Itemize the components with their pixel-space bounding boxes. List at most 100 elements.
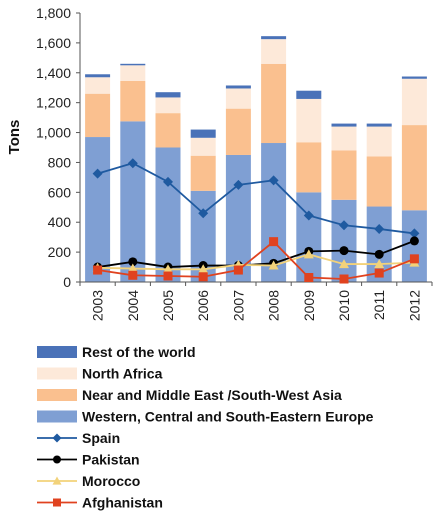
legend-label-western-central-and-south-eastern-europe: Western, Central and South-Eastern Europ… bbox=[82, 409, 374, 425]
bar-north-africa-2003 bbox=[85, 77, 111, 94]
point-spain-2006 bbox=[198, 208, 209, 219]
legend-item-north-africa: North Africa bbox=[37, 366, 163, 382]
axes-layer: 0 200 400 600 800 1,000 1,200 1,400 1,600 1,800 20… bbox=[36, 5, 433, 321]
line-spain bbox=[97, 162, 415, 235]
x-tick-label-2007: 2007 bbox=[230, 290, 246, 321]
bar-rest-of-the-world-2011 bbox=[366, 123, 392, 127]
point-spain-2011 bbox=[374, 223, 385, 234]
point-afghanistan-2005 bbox=[163, 271, 173, 281]
lines-layer bbox=[92, 158, 420, 284]
point-morocco-2006 bbox=[198, 264, 209, 274]
legend-swatch-near-and-middle-east-south-west-asia bbox=[37, 389, 77, 401]
point-spain-2010 bbox=[339, 220, 349, 231]
point-morocco-2010 bbox=[339, 259, 349, 269]
x-tick-label-2004: 2004 bbox=[125, 290, 141, 321]
legend-label-afghanistan: Afghanistan bbox=[82, 495, 163, 511]
bar-north-africa-2004 bbox=[120, 65, 146, 81]
x-tick-label-2006: 2006 bbox=[195, 290, 211, 321]
point-morocco-2005 bbox=[163, 264, 173, 274]
point-pakistan-2011 bbox=[374, 249, 384, 259]
bar-near-and-middle-east-south-west-asia-2011 bbox=[366, 156, 392, 207]
legend-item-western-central-and-south-eastern-europe: Western, Central and South-Eastern Europ… bbox=[37, 409, 374, 425]
bar-rest-of-the-world-2005 bbox=[155, 92, 181, 98]
bar-north-africa-2006 bbox=[190, 137, 216, 156]
legend-item-spain: Spain bbox=[37, 430, 120, 446]
point-afghanistan-2008 bbox=[269, 237, 279, 247]
y-tick-label: 1,800 bbox=[36, 5, 71, 21]
bar-western-central-and-south-eastern-europe-2005 bbox=[155, 147, 181, 282]
bar-western-central-and-south-eastern-europe-2010 bbox=[331, 199, 357, 282]
point-spain-2009 bbox=[303, 210, 314, 221]
legend-item-near-and-middle-east-south-west-asia: Near and Middle East /South-West Asia bbox=[37, 387, 342, 403]
legend-swatch-western-central-and-south-eastern-europe bbox=[37, 410, 77, 423]
point-morocco-2008 bbox=[268, 260, 279, 270]
bar-near-and-middle-east-south-west-asia-2004 bbox=[120, 80, 146, 122]
y-tick-label: 0 bbox=[63, 274, 71, 290]
legend-label-morocco: Morocco bbox=[82, 473, 140, 489]
point-afghanistan-2011 bbox=[374, 268, 384, 278]
legend-item-rest-of-the-world: Rest of the world bbox=[37, 344, 196, 360]
point-pakistan-2010 bbox=[339, 246, 349, 256]
legend-marker-afghanistan bbox=[53, 498, 61, 507]
point-spain-2007 bbox=[233, 179, 244, 190]
point-afghanistan-2009 bbox=[304, 273, 314, 283]
bar-north-africa-2010 bbox=[331, 126, 357, 151]
x-tick-label-2005: 2005 bbox=[160, 290, 176, 321]
point-spain-2012 bbox=[409, 228, 420, 239]
y-tick-label: 600 bbox=[48, 184, 72, 200]
x-tick-label-2012: 2012 bbox=[406, 290, 422, 321]
point-pakistan-2012 bbox=[409, 236, 419, 246]
y-tick-label: 800 bbox=[48, 154, 72, 170]
y-tick-label: 400 bbox=[48, 214, 72, 230]
bar-near-and-middle-east-south-west-asia-2005 bbox=[155, 113, 181, 148]
bar-near-and-middle-east-south-west-asia-2003 bbox=[85, 93, 111, 138]
bar-near-and-middle-east-south-west-asia-2006 bbox=[190, 155, 216, 191]
legend-label-pakistan: Pakistan bbox=[82, 452, 140, 468]
bar-north-africa-2005 bbox=[155, 97, 181, 114]
legend-marker-morocco bbox=[52, 476, 62, 485]
bar-rest-of-the-world-2012 bbox=[401, 76, 427, 79]
point-morocco-2011 bbox=[374, 259, 385, 269]
legend-label-near-and-middle-east-south-west-asia: Near and Middle East /South-West Asia bbox=[82, 387, 342, 403]
bar-rest-of-the-world-2003 bbox=[85, 74, 111, 78]
legend-label-rest-of-the-world: Rest of the world bbox=[82, 344, 196, 360]
legend-marker-pakistan bbox=[53, 455, 61, 464]
point-afghanistan-2003 bbox=[93, 265, 103, 275]
bar-near-and-middle-east-south-west-asia-2007 bbox=[225, 108, 251, 155]
point-afghanistan-2007 bbox=[233, 265, 243, 275]
legend-item-pakistan: Pakistan bbox=[37, 452, 140, 468]
x-tick-label-2003: 2003 bbox=[90, 290, 106, 321]
x-tick-label-2009: 2009 bbox=[301, 290, 317, 321]
x-tick-label-2011: 2011 bbox=[371, 290, 387, 320]
bar-north-africa-2011 bbox=[366, 126, 392, 157]
bar-rest-of-the-world-2010 bbox=[331, 123, 357, 127]
bar-north-africa-2008 bbox=[261, 39, 287, 64]
bar-north-africa-2009 bbox=[296, 98, 322, 143]
point-spain-2008 bbox=[268, 175, 279, 186]
point-spain-2004 bbox=[127, 158, 138, 169]
point-pakistan-2004 bbox=[128, 257, 138, 267]
line-morocco bbox=[97, 253, 415, 271]
point-afghanistan-2004 bbox=[128, 270, 138, 280]
bar-near-and-middle-east-south-west-asia-2010 bbox=[331, 150, 357, 200]
bar-near-and-middle-east-south-west-asia-2009 bbox=[296, 142, 322, 193]
point-afghanistan-2006 bbox=[198, 272, 208, 282]
legend: Rest of the world North Africa Near and Mi… bbox=[37, 344, 374, 511]
bar-rest-of-the-world-2008 bbox=[261, 36, 287, 40]
line-afghanistan bbox=[97, 240, 415, 280]
bar-western-central-and-south-eastern-europe-2003 bbox=[85, 137, 111, 282]
legend-label-north-africa: North Africa bbox=[82, 366, 163, 382]
x-tick-label-2010: 2010 bbox=[336, 290, 352, 321]
legend-label-spain: Spain bbox=[82, 430, 120, 446]
y-tick-label: 1,400 bbox=[36, 65, 71, 81]
y-tick-label: 1,600 bbox=[36, 35, 71, 51]
point-morocco-2009 bbox=[303, 249, 314, 259]
legend-item-afghanistan: Afghanistan bbox=[37, 495, 163, 511]
bar-near-and-middle-east-south-west-asia-2012 bbox=[401, 125, 427, 211]
legend-swatch-rest-of-the-world bbox=[37, 346, 77, 358]
bar-western-central-and-south-eastern-europe-2012 bbox=[401, 210, 427, 282]
y-tick-label: 200 bbox=[48, 244, 72, 260]
point-afghanistan-2012 bbox=[409, 254, 419, 264]
y-tick-label: 1,000 bbox=[36, 125, 71, 141]
